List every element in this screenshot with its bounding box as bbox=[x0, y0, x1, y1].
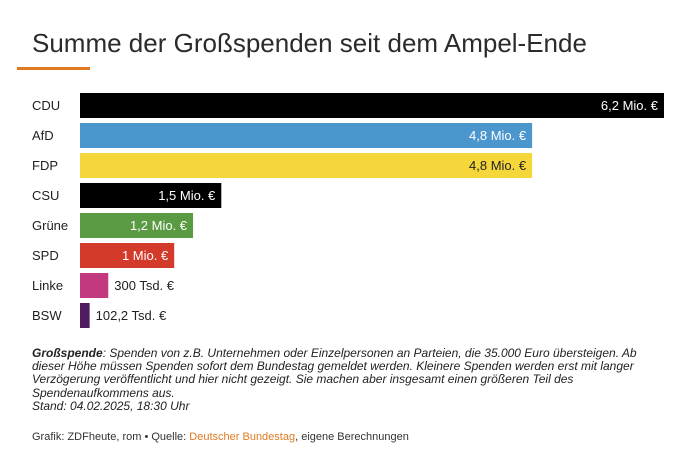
bar-cdu bbox=[80, 93, 664, 118]
value-label-cdu: 6,2 Mio. € bbox=[601, 98, 659, 113]
bar-linke bbox=[80, 273, 109, 298]
bar-gruene bbox=[80, 213, 194, 238]
bar-bsw bbox=[80, 303, 90, 328]
bar-csu bbox=[80, 183, 222, 208]
category-label-linke: Linke bbox=[32, 278, 63, 293]
value-label-csu: 1,5 Mio. € bbox=[158, 188, 216, 203]
bar-chart: CDU 6,2 Mio. € AfD 4,8 Mio. € FDP 4,8 Mio. € C… bbox=[32, 93, 664, 328]
footnote-stand: Stand: 04.02.2025, 18:30 Uhr bbox=[32, 398, 190, 413]
bar-fdp bbox=[80, 153, 533, 178]
category-label-bsw: BSW bbox=[32, 308, 62, 323]
category-label-cdu: CDU bbox=[32, 98, 60, 113]
value-label-bsw: 102,2 Tsd. € bbox=[96, 308, 167, 323]
category-label-gruene: Grüne bbox=[32, 218, 68, 233]
chart-title: Summe der Großspenden seit dem Ampel-End… bbox=[32, 28, 587, 58]
credit-line: Grafik: ZDFheute, rom • Quelle: Deutsche… bbox=[32, 431, 409, 443]
title-underline bbox=[17, 67, 90, 70]
value-label-gruene: 1,2 Mio. € bbox=[130, 218, 188, 233]
footnote-term: Großspende bbox=[32, 346, 103, 360]
credit-prefix: Grafik: ZDFheute, rom • Quelle: bbox=[32, 431, 190, 443]
value-label-linke: 300 Tsd. € bbox=[114, 278, 175, 293]
bar-afd bbox=[80, 123, 533, 148]
category-label-csu: CSU bbox=[32, 188, 59, 203]
bar-spd bbox=[80, 243, 175, 268]
value-label-fdp: 4,8 Mio. € bbox=[469, 158, 527, 173]
value-label-spd: 1 Mio. € bbox=[122, 248, 169, 263]
category-label-spd: SPD bbox=[32, 248, 59, 263]
source-link[interactable]: Deutscher Bundestag bbox=[189, 431, 296, 443]
credit-suffix: , eigene Berechnungen bbox=[295, 431, 409, 443]
footnote-text: : Spenden von z.B. Unternehmen oder Einz… bbox=[32, 346, 637, 400]
category-label-afd: AfD bbox=[32, 128, 54, 143]
footnote: Großspende: Spenden von z.B. Unternehmen… bbox=[32, 346, 662, 413]
value-label-afd: 4,8 Mio. € bbox=[469, 128, 527, 143]
category-label-fdp: FDP bbox=[32, 158, 58, 173]
